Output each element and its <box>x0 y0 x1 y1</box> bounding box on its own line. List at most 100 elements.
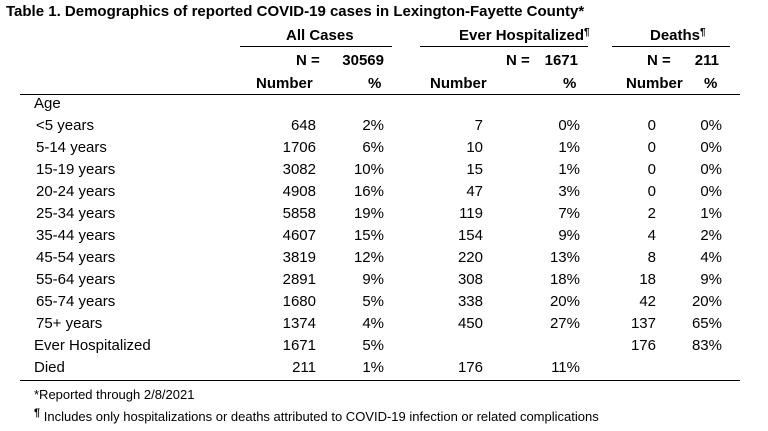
table-row: 35-44 years 4607 15% 154 9% 4 2% <box>0 227 768 249</box>
cell-all-pct: 5% <box>362 293 384 310</box>
cell-all-number: 648 <box>290 117 316 134</box>
cell-hosp-number: 154 <box>457 227 483 244</box>
row-label: 20-24 years <box>36 183 116 200</box>
cell-deaths-number: 0 <box>647 139 656 156</box>
cell-deaths-number: 176 <box>630 337 656 354</box>
cell-all-number: 3819 <box>282 249 316 266</box>
cell-hosp-pct: 9% <box>558 227 580 244</box>
cell-deaths-pct: 0% <box>700 139 722 156</box>
cell-all-pct: 5% <box>362 337 384 354</box>
cell-deaths-pct: 2% <box>700 227 722 244</box>
cell-all-number: 211 <box>292 359 316 376</box>
pilcrow-mark: ¶ <box>700 27 706 38</box>
col-header-number-hosp: Number <box>430 75 487 92</box>
col-header-number-all: Number <box>256 75 313 92</box>
table-row: 75+ years 1374 4% 450 27% 137 65% <box>0 315 768 337</box>
n-label: N = <box>506 52 530 69</box>
n-value-all: 30569 <box>342 52 384 69</box>
cell-all-number: 3082 <box>282 161 316 178</box>
cell-deaths-pct: 4% <box>700 249 722 266</box>
cell-hosp-number: 7 <box>474 117 483 134</box>
table-row: Ever Hospitalized 1671 5% 176 83% <box>0 337 768 359</box>
cell-deaths-number: 0 <box>647 161 656 178</box>
table-row: <5 years 648 2% 7 0% 0 0% <box>0 117 768 139</box>
cell-deaths-pct: 0% <box>700 117 722 134</box>
cell-hosp-number: 220 <box>457 249 483 266</box>
row-label: 35-44 years <box>36 227 116 244</box>
cell-hosp-number: 338 <box>457 293 483 310</box>
cell-deaths-pct: 83% <box>691 337 722 354</box>
cell-deaths-pct: 1% <box>700 205 722 222</box>
cell-all-pct: 4% <box>362 315 384 332</box>
cell-deaths-number: 8 <box>647 249 656 266</box>
cell-all-pct: 9% <box>362 271 384 288</box>
table-row: 45-54 years 3819 12% 220 13% 8 4% <box>0 249 768 271</box>
cell-all-pct: 10% <box>353 161 384 178</box>
pilcrow-mark: ¶ <box>34 407 41 419</box>
cell-hosp-number: 47 <box>466 183 483 200</box>
n-value-hosp: 1671 <box>544 52 578 69</box>
group-underline-hosp <box>420 46 588 47</box>
header-rule <box>20 94 740 95</box>
cell-all-number: 2891 <box>282 271 316 288</box>
row-label: 65-74 years <box>36 293 116 310</box>
cell-all-number: 1374 <box>282 315 316 332</box>
cell-hosp-pct: 7% <box>558 205 580 222</box>
cell-all-pct: 19% <box>353 205 384 222</box>
cell-hosp-number: 176 <box>457 359 483 376</box>
cell-all-pct: 1% <box>362 359 384 376</box>
cell-hosp-number: 119 <box>459 205 483 222</box>
col-header-number-deaths: Number <box>626 75 683 92</box>
cell-hosp-pct: 11% <box>551 359 580 376</box>
row-label: 25-34 years <box>36 205 116 222</box>
cell-hosp-pct: 3% <box>558 183 580 200</box>
cell-deaths-pct: 0% <box>700 183 722 200</box>
cell-hosp-number: 308 <box>457 271 483 288</box>
row-label: Ever Hospitalized <box>34 337 151 354</box>
cell-all-pct: 16% <box>353 183 384 200</box>
row-label: Died <box>34 359 65 376</box>
row-label: 75+ years <box>36 315 103 332</box>
table-row: Died 211 1% 176 11% <box>0 359 768 381</box>
cell-all-number: 5858 <box>282 205 316 222</box>
cell-hosp-pct: 0% <box>558 117 580 134</box>
cell-deaths-number: 18 <box>639 271 656 288</box>
col-header-pct-hosp: % <box>563 75 577 92</box>
cell-hosp-pct: 1% <box>558 139 580 156</box>
cell-deaths-pct: 9% <box>700 271 722 288</box>
table-row: 5-14 years 1706 6% 10 1% 0 0% <box>0 139 768 161</box>
cell-all-pct: 12% <box>353 249 384 266</box>
table-row: 65-74 years 1680 5% 338 20% 42 20% <box>0 293 768 315</box>
col-header-pct-deaths: % <box>704 75 718 92</box>
table-row: 55-64 years 2891 9% 308 18% 18 9% <box>0 271 768 293</box>
cell-all-number: 1680 <box>282 293 316 310</box>
n-value-deaths: 211 <box>694 52 719 69</box>
cell-deaths-pct: 65% <box>691 315 722 332</box>
footnote-reported: *Reported through 2/8/2021 <box>34 387 195 402</box>
group-header-ever-hospitalized: Ever Hospitalized¶ <box>459 27 590 44</box>
cell-hosp-number: 15 <box>466 161 483 178</box>
col-header-pct-all: % <box>368 75 382 92</box>
cell-all-number: 1671 <box>282 337 316 354</box>
pilcrow-mark: ¶ <box>584 27 590 38</box>
cell-hosp-pct: 18% <box>549 271 580 288</box>
cell-hosp-number: 450 <box>457 315 483 332</box>
cell-hosp-number: 10 <box>466 139 483 156</box>
cell-deaths-pct: 20% <box>691 293 722 310</box>
footnote-text: Includes only hospitalizations or deaths… <box>40 409 599 424</box>
group-underline-all <box>240 46 392 47</box>
cell-all-number: 1706 <box>282 139 316 156</box>
table-title: Table 1. Demographics of reported COVID-… <box>6 3 585 20</box>
cell-all-number: 4607 <box>282 227 316 244</box>
cell-hosp-pct: 27% <box>549 315 580 332</box>
row-label: 55-64 years <box>36 271 116 288</box>
row-label: 15-19 years <box>36 161 116 178</box>
table-row: 25-34 years 5858 19% 119 7% 2 1% <box>0 205 768 227</box>
cell-deaths-pct: 0% <box>700 161 722 178</box>
cell-deaths-number: 137 <box>630 315 656 332</box>
cell-deaths-number: 4 <box>647 227 656 244</box>
group-header-label: Deaths <box>650 27 701 44</box>
group-header-deaths: Deaths¶ <box>650 27 706 44</box>
cell-hosp-pct: 13% <box>549 249 580 266</box>
cell-deaths-number: 2 <box>647 205 656 222</box>
